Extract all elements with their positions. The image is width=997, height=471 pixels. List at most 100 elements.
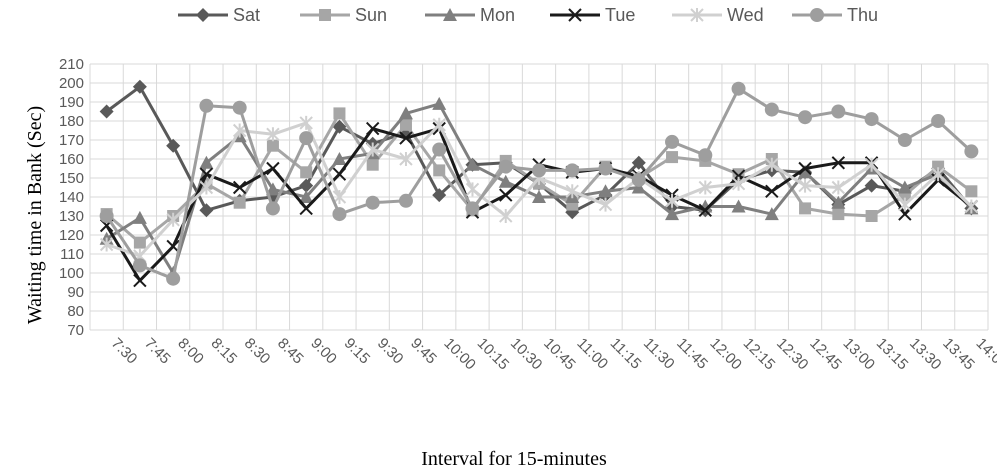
x-tick-label: 8:15 (208, 335, 241, 368)
series-lines (99, 79, 979, 288)
x-tick-label: 12:45 (806, 335, 845, 374)
x-tick-label: 12:30 (773, 335, 812, 374)
y-tick-label: 80 (67, 303, 84, 320)
x-tick-label: 8:30 (241, 335, 274, 368)
x-tick-label: 13:15 (873, 335, 912, 374)
y-tick-label: 170 (59, 132, 84, 149)
x-tick-label: 13:45 (939, 335, 978, 374)
data-point-thu (332, 207, 347, 222)
data-point-thu (631, 172, 646, 187)
x-axis-tick-labels: 7:30 7:45 8:00 8:15 8:30 8:45 9:00 9:15 9:30 9:45… (108, 335, 997, 374)
data-point-mon (764, 207, 779, 221)
data-point-mon (432, 96, 447, 110)
data-point-thu (598, 161, 613, 176)
legend-item-mon: Mon (425, 5, 515, 25)
data-point-mon (631, 180, 646, 194)
data-point-thu (565, 163, 580, 178)
y-axis-tick-labels: 70 80 90 100 110 120 130 140 150 160 170 180 190 200 2… (59, 56, 84, 339)
data-point-wed (864, 157, 879, 172)
data-point-thu (132, 258, 147, 273)
data-point-thu (498, 159, 513, 174)
data-point-tue (765, 184, 779, 199)
data-point-tue (798, 161, 812, 176)
data-point-thu (199, 98, 214, 113)
data-point-thu (731, 81, 746, 96)
y-axis-title: Waiting time in Bank (Sec) (24, 106, 46, 324)
x-tick-label: 12:15 (740, 335, 779, 374)
data-point-wed (99, 237, 114, 252)
data-point-wed (898, 197, 912, 212)
data-point-wed (266, 127, 280, 142)
data-point-wed (765, 157, 779, 172)
data-point-thu (698, 148, 713, 163)
y-tick-label: 210 (59, 56, 84, 73)
legend-label: Wed (727, 5, 764, 25)
data-point-mon (465, 157, 480, 171)
data-point-sat (166, 138, 181, 153)
x-tick-label: 10:00 (440, 335, 479, 374)
x-tick-label: 8:45 (274, 335, 307, 368)
data-point-wed (565, 184, 579, 199)
y-tick-label: 190 (59, 94, 84, 111)
series-tue (99, 121, 979, 288)
data-point-thu (166, 271, 181, 286)
data-point-mon (199, 155, 214, 169)
data-point-thu (465, 201, 480, 216)
data-point-sun (865, 210, 878, 222)
data-point-sun (333, 107, 346, 120)
data-point-wed (399, 152, 413, 166)
y-tick-label: 150 (59, 170, 84, 187)
data-point-wed (665, 193, 679, 208)
data-point-thu (964, 144, 979, 159)
data-point-tue (332, 167, 347, 181)
data-point-mon (132, 210, 147, 224)
data-point-wed (166, 212, 180, 227)
x-tick-label: 8:00 (174, 335, 207, 368)
data-point-mon (831, 195, 846, 209)
data-point-sat (631, 155, 646, 170)
data-point-wed (931, 167, 945, 182)
data-point-sun (433, 164, 446, 177)
x-tick-label: 11:30 (640, 335, 678, 373)
data-point-sat (332, 119, 347, 134)
data-point-tue (499, 188, 513, 202)
data-point-thu (265, 201, 280, 216)
data-point-thu (99, 209, 114, 223)
x-tick-label: 11:45 (673, 335, 711, 373)
data-point-sun (133, 236, 146, 249)
legend-label: Sun (355, 5, 387, 25)
y-tick-label: 120 (59, 227, 84, 244)
x-tick-label: 10:45 (540, 335, 579, 374)
data-point-sun (932, 160, 945, 173)
x-tick-label: 11:00 (573, 335, 611, 373)
y-tick-label: 130 (59, 208, 84, 225)
data-point-tue (399, 131, 413, 145)
data-point-mon (665, 207, 680, 221)
data-point-sun (233, 196, 246, 209)
series-thu (99, 81, 979, 286)
data-point-tue (365, 121, 380, 136)
data-point-wed (798, 178, 812, 193)
data-point-mon (897, 180, 912, 194)
x-tick-label: 13:30 (906, 335, 945, 374)
x-tick-label: 9:45 (407, 335, 440, 368)
data-point-thu (232, 100, 247, 115)
data-point-wed (831, 180, 846, 195)
data-point-thu (864, 112, 879, 127)
data-point-tue (232, 180, 247, 195)
x-tick-label: 9:00 (307, 335, 340, 368)
y-tick-label: 180 (59, 113, 84, 130)
data-point-wed (365, 142, 380, 157)
legend-item-sun: Sun (300, 5, 387, 25)
data-point-mon (731, 199, 746, 213)
y-tick-label: 140 (59, 189, 84, 206)
data-point-sun (266, 139, 279, 152)
data-point-mon (598, 184, 613, 198)
data-point-mon (332, 152, 347, 165)
legend-item-tue: Tue (550, 5, 635, 25)
data-point-sat (132, 79, 147, 94)
data-point-mon (498, 174, 513, 188)
data-point-thu (299, 131, 314, 146)
data-point-sun (666, 151, 679, 164)
